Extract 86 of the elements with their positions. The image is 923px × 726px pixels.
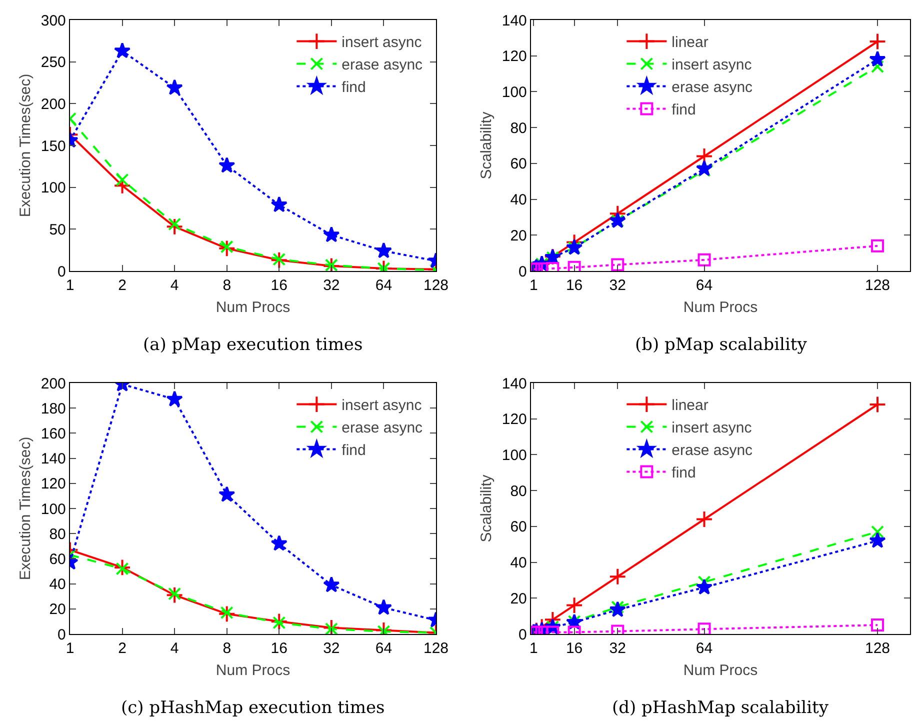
y-tick-label: 40 — [510, 554, 527, 572]
legend-label: erase async — [672, 79, 754, 96]
x-tick-label: 1 — [66, 277, 74, 294]
x-tick-label: 128 — [864, 640, 890, 658]
y-tick-label: 80 — [510, 482, 527, 500]
legend-label: find — [342, 442, 366, 460]
legend-label: insert async — [672, 420, 752, 437]
y-tick-label: 200 — [40, 96, 66, 113]
y-tick-label: 20 — [49, 601, 66, 618]
y-tick-label: 200 — [40, 375, 66, 392]
y-tick-label: 100 — [502, 446, 527, 464]
y-tick-label: 0 — [518, 626, 527, 644]
y-tick-label: 0 — [58, 626, 66, 644]
y-tick-label: 120 — [502, 48, 527, 66]
x-axis-title: Num Procs — [216, 299, 290, 316]
x-tick-label: 128 — [864, 277, 890, 294]
x-tick-label: 64 — [375, 277, 392, 294]
y-axis-title: Scalability — [478, 474, 496, 542]
x-axis-title: Num Procs — [683, 662, 758, 680]
legend-label: erase async — [342, 56, 424, 74]
y-tick-label: 160 — [40, 425, 66, 442]
x-axis-title: Num Procs — [683, 299, 758, 316]
legend-label: insert async — [672, 56, 752, 74]
x-tick-label: 32 — [609, 640, 626, 658]
legend-label: find — [672, 464, 696, 482]
y-tick-label: 60 — [510, 518, 527, 536]
y-tick-label: 120 — [40, 476, 66, 493]
x-tick-label: 16 — [270, 640, 288, 658]
y-tick-label: 120 — [502, 411, 527, 428]
x-tick-label: 16 — [566, 640, 583, 658]
y-tick-label: 0 — [58, 263, 66, 280]
legend-label: find — [672, 102, 696, 119]
y-tick-label: 250 — [40, 54, 66, 72]
x-tick-label: 2 — [118, 277, 126, 294]
y-tick-label: 150 — [40, 138, 66, 155]
x-tick-label: 16 — [270, 277, 288, 294]
legend-label: linear — [672, 397, 708, 414]
y-tick-label: 40 — [510, 192, 527, 209]
x-tick-label: 64 — [375, 640, 392, 658]
y-tick-label: 80 — [49, 526, 66, 543]
legend-label: erase async — [342, 420, 424, 437]
y-axis-title: Execution Times(sec) — [17, 74, 34, 218]
y-tick-label: 60 — [49, 550, 66, 568]
x-tick-label: 1 — [66, 640, 74, 658]
y-axis-title: Execution Times(sec) — [17, 436, 34, 580]
text: (c) pHashMap execution times — [121, 698, 385, 718]
x-tick-label: 32 — [323, 640, 340, 658]
legend-label: insert async — [342, 34, 422, 52]
legend-label: find — [342, 79, 366, 96]
x-tick-label: 1 — [530, 640, 538, 658]
legend-label: insert async — [342, 397, 422, 414]
x-tick-label: 2 — [118, 640, 126, 658]
y-tick-label: 60 — [510, 156, 527, 173]
y-tick-label: 100 — [502, 84, 527, 101]
y-tick-label: 140 — [502, 12, 527, 30]
y-tick-label: 40 — [49, 576, 66, 594]
x-tick-label: 1 — [530, 277, 538, 294]
y-tick-label: 300 — [40, 12, 66, 30]
x-tick-label: 8 — [222, 277, 232, 294]
x-tick-label: 4 — [170, 277, 179, 294]
y-axis-title: Scalability — [478, 111, 496, 180]
legend-label: linear — [672, 34, 708, 52]
x-tick-label: 32 — [609, 277, 626, 294]
x-tick-label: 128 — [423, 640, 449, 658]
y-tick-label: 20 — [510, 590, 527, 608]
text: (b) pMap scalability — [635, 335, 808, 355]
y-tick-label: 180 — [40, 400, 66, 418]
y-tick-label: 50 — [49, 221, 66, 238]
x-tick-label: 64 — [696, 640, 713, 658]
x-tick-label: 8 — [222, 640, 232, 658]
x-tick-label: 64 — [696, 277, 713, 294]
x-tick-label: 128 — [423, 277, 449, 294]
y-tick-label: 20 — [510, 227, 527, 244]
legend-label: erase async — [672, 442, 754, 460]
y-tick-label: 100 — [40, 500, 66, 518]
text: (d) pHashMap scalability — [612, 698, 829, 718]
x-tick-label: 16 — [566, 277, 583, 294]
y-tick-label: 140 — [40, 450, 66, 468]
x-tick-label: 4 — [170, 640, 179, 658]
x-axis-title: Num Procs — [216, 662, 290, 680]
text: (a) pMap execution times — [143, 335, 363, 355]
y-tick-label: 100 — [40, 180, 66, 197]
y-tick-label: 0 — [518, 263, 527, 280]
x-tick-label: 32 — [323, 277, 340, 294]
y-tick-label: 140 — [502, 375, 527, 392]
y-tick-label: 80 — [510, 120, 527, 137]
